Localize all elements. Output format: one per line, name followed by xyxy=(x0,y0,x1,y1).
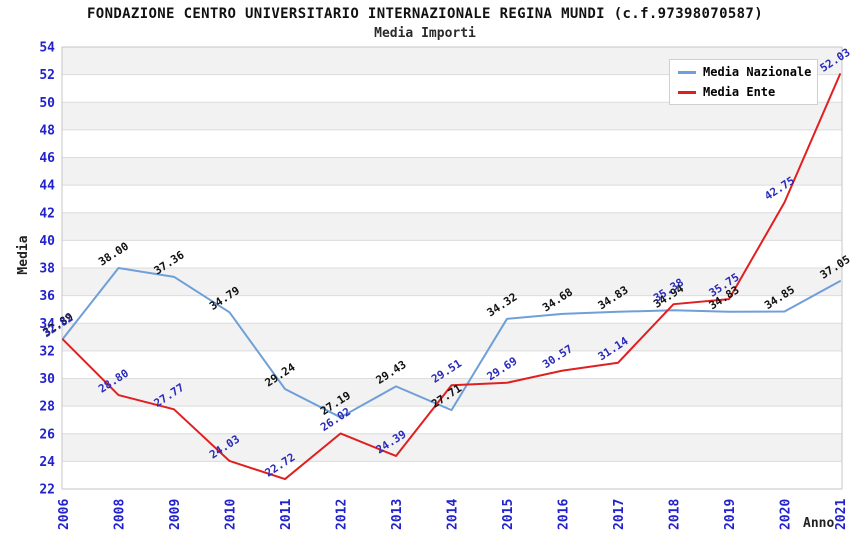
y-tick-label: 36 xyxy=(39,289,55,304)
x-tick-label: 2019 xyxy=(723,499,738,530)
chart-title: FONDAZIONE CENTRO UNIVERSITARIO INTERNAZ… xyxy=(87,6,763,22)
y-tick-label: 46 xyxy=(39,151,55,166)
x-tick-label: 2009 xyxy=(168,499,183,530)
y-tick-label: 26 xyxy=(39,427,55,442)
x-tick-label: 2011 xyxy=(279,499,294,530)
x-tick-label: 2020 xyxy=(779,499,794,530)
plot-band xyxy=(62,350,842,379)
x-tick-label: 2006 xyxy=(57,499,72,530)
x-tick-label: 2016 xyxy=(557,499,572,530)
plot-band xyxy=(62,185,842,213)
series-line-media-ente xyxy=(62,73,841,481)
x-tick-label: 2008 xyxy=(113,499,128,530)
y-axis-title: Media xyxy=(16,235,31,274)
plot-border xyxy=(61,46,843,490)
y-tick-label: 38 xyxy=(39,262,55,277)
plot-band xyxy=(62,129,842,158)
y-tick-label: 28 xyxy=(39,400,55,415)
y-tick-label: 44 xyxy=(39,179,55,194)
y-tick-label: 54 xyxy=(39,41,55,56)
y-tick-label: 48 xyxy=(39,123,55,138)
plot-band xyxy=(62,240,842,268)
y-tick-label: 34 xyxy=(39,317,55,332)
plot-band xyxy=(62,461,842,489)
y-tick-label: 42 xyxy=(39,206,55,221)
legend-label-media-nazionale: Media Nazionale xyxy=(703,65,812,79)
x-tick-label: 2018 xyxy=(668,499,683,530)
legend: Media Nazionale Media Ente xyxy=(669,59,819,105)
plot-band xyxy=(62,433,842,462)
legend-swatch-media-ente-icon xyxy=(678,90,696,94)
y-tick-label: 22 xyxy=(39,483,55,498)
x-axis-title: Anno xyxy=(803,516,834,531)
legend-label-media-ente: Media Ente xyxy=(703,85,776,99)
x-tick-label: 2015 xyxy=(501,499,516,530)
x-tick-label: 2012 xyxy=(335,499,350,530)
y-tick-label: 24 xyxy=(39,455,55,470)
plot-band xyxy=(62,268,842,296)
y-tick-label: 32 xyxy=(39,344,55,359)
y-tick-label: 50 xyxy=(39,96,55,111)
series-line-media-nazionale xyxy=(62,267,841,419)
chart-subtitle: Media Importi xyxy=(374,26,476,41)
y-tick-label: 52 xyxy=(39,68,55,83)
x-tick-label: 2013 xyxy=(390,499,405,530)
x-tick-label: 2014 xyxy=(446,499,461,530)
x-tick-label: 2010 xyxy=(224,499,239,530)
y-tick-label: 30 xyxy=(39,372,55,387)
plot-band xyxy=(62,212,842,241)
legend-item-media-ente: Media Ente xyxy=(678,85,811,99)
plot-band xyxy=(62,378,842,407)
x-tick-label: 2021 xyxy=(834,499,849,530)
plot-band xyxy=(62,157,842,186)
plot-band xyxy=(62,323,842,351)
legend-item-media-nazionale: Media Nazionale xyxy=(678,65,811,79)
x-tick-label: 2017 xyxy=(612,499,627,530)
plot-band xyxy=(62,102,842,130)
legend-swatch-media-nazionale-icon xyxy=(678,70,696,74)
y-tick-label: 40 xyxy=(39,234,55,249)
